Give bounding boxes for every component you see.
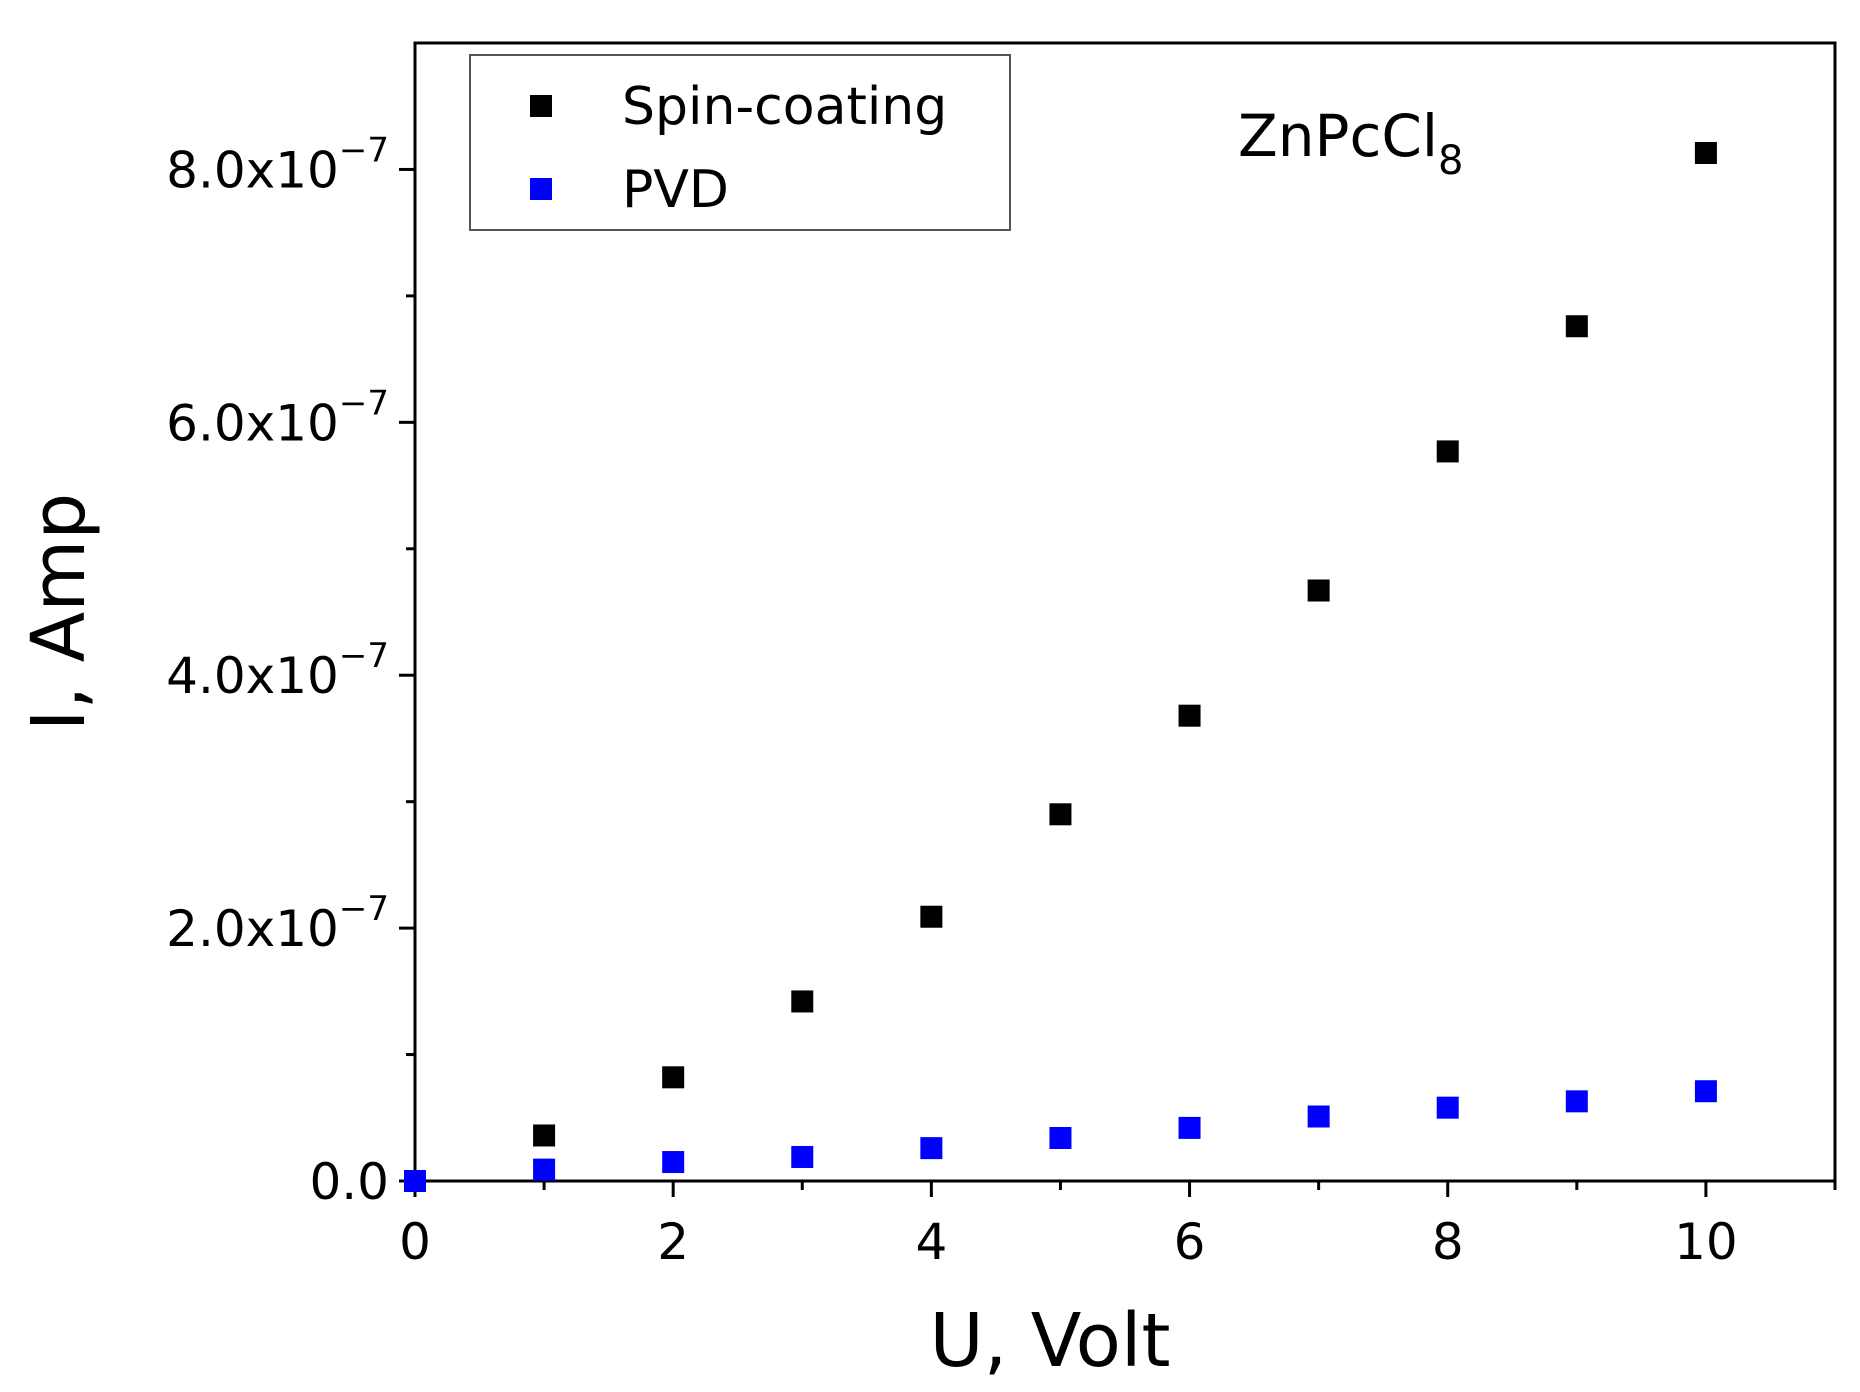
- y-tick-mantissa: 6.0x10: [166, 394, 339, 452]
- point-spin-coating: [1565, 315, 1588, 338]
- point-spin-coating: [920, 905, 943, 928]
- y-tick-exponent: −7: [339, 383, 389, 423]
- point-pvd: [662, 1151, 685, 1174]
- point-pvd: [1307, 1105, 1330, 1128]
- legend-box: [469, 54, 1011, 231]
- point-spin-coating: [1694, 142, 1717, 165]
- point-spin-coating: [1307, 579, 1330, 602]
- y-tick-mantissa: 4.0x10: [166, 647, 339, 705]
- point-spin-coating: [1178, 704, 1201, 727]
- legend-label-pvd: PVD: [622, 160, 729, 220]
- y-axis-title: I, Amp: [16, 493, 102, 732]
- point-spin-coating: [1049, 803, 1072, 826]
- point-pvd: [1178, 1116, 1201, 1139]
- point-pvd: [1694, 1080, 1717, 1103]
- data-series: [404, 142, 1717, 1192]
- y-tick-exponent: −7: [339, 889, 389, 929]
- x-axis-ticks: 0 2 4 6 8 10: [399, 1181, 1837, 1271]
- legend: Spin-coating PVD: [469, 54, 1011, 231]
- x-tick-label: 8: [1432, 1213, 1464, 1271]
- x-tick-label: 4: [915, 1213, 947, 1271]
- y-tick-exponent: −7: [339, 130, 389, 170]
- compound-annotation: ZnPcCl8: [1238, 102, 1463, 184]
- y-tick-label: 0.0: [309, 1153, 389, 1211]
- x-tick-label: 2: [657, 1213, 689, 1271]
- point-spin-coating: [533, 1124, 556, 1147]
- legend-label-spin-coating: Spin-coating: [622, 77, 947, 137]
- x-tick-label: 0: [399, 1213, 431, 1271]
- y-tick-exponent: −7: [339, 636, 389, 676]
- x-axis-title: U, Volt: [930, 1298, 1171, 1384]
- y-tick-label: 8.0x10−7: [166, 130, 389, 199]
- point-pvd: [1436, 1096, 1459, 1119]
- y-tick-mantissa: 2.0x10: [166, 900, 339, 958]
- y-tick-mantissa: 0.0: [309, 1153, 389, 1211]
- compound-annotation-main: ZnPcCl: [1238, 102, 1438, 170]
- point-spin-coating: [791, 990, 814, 1013]
- x-tick-label: 6: [1174, 1213, 1206, 1271]
- compound-annotation-subscript: 8: [1438, 138, 1463, 184]
- point-spin-coating: [1436, 440, 1459, 463]
- x-tick-label: 10: [1674, 1213, 1738, 1271]
- legend-marker-spin-coating: [530, 95, 552, 117]
- point-pvd: [791, 1145, 814, 1168]
- y-tick-label: 4.0x10−7: [166, 636, 389, 705]
- y-axis-ticks: 0.02.0x10−74.0x10−76.0x10−78.0x10−7: [166, 130, 415, 1211]
- y-tick-label: 2.0x10−7: [166, 889, 389, 958]
- point-pvd: [404, 1170, 426, 1192]
- legend-marker-pvd: [530, 178, 552, 200]
- point-pvd: [1565, 1090, 1588, 1113]
- point-spin-coating: [662, 1066, 685, 1089]
- plot-frame: [413, 41, 1837, 1183]
- point-pvd: [1049, 1127, 1072, 1150]
- y-tick-label: 6.0x10−7: [166, 383, 389, 452]
- point-pvd: [920, 1137, 943, 1160]
- point-pvd: [533, 1158, 556, 1181]
- y-tick-mantissa: 8.0x10: [166, 141, 339, 199]
